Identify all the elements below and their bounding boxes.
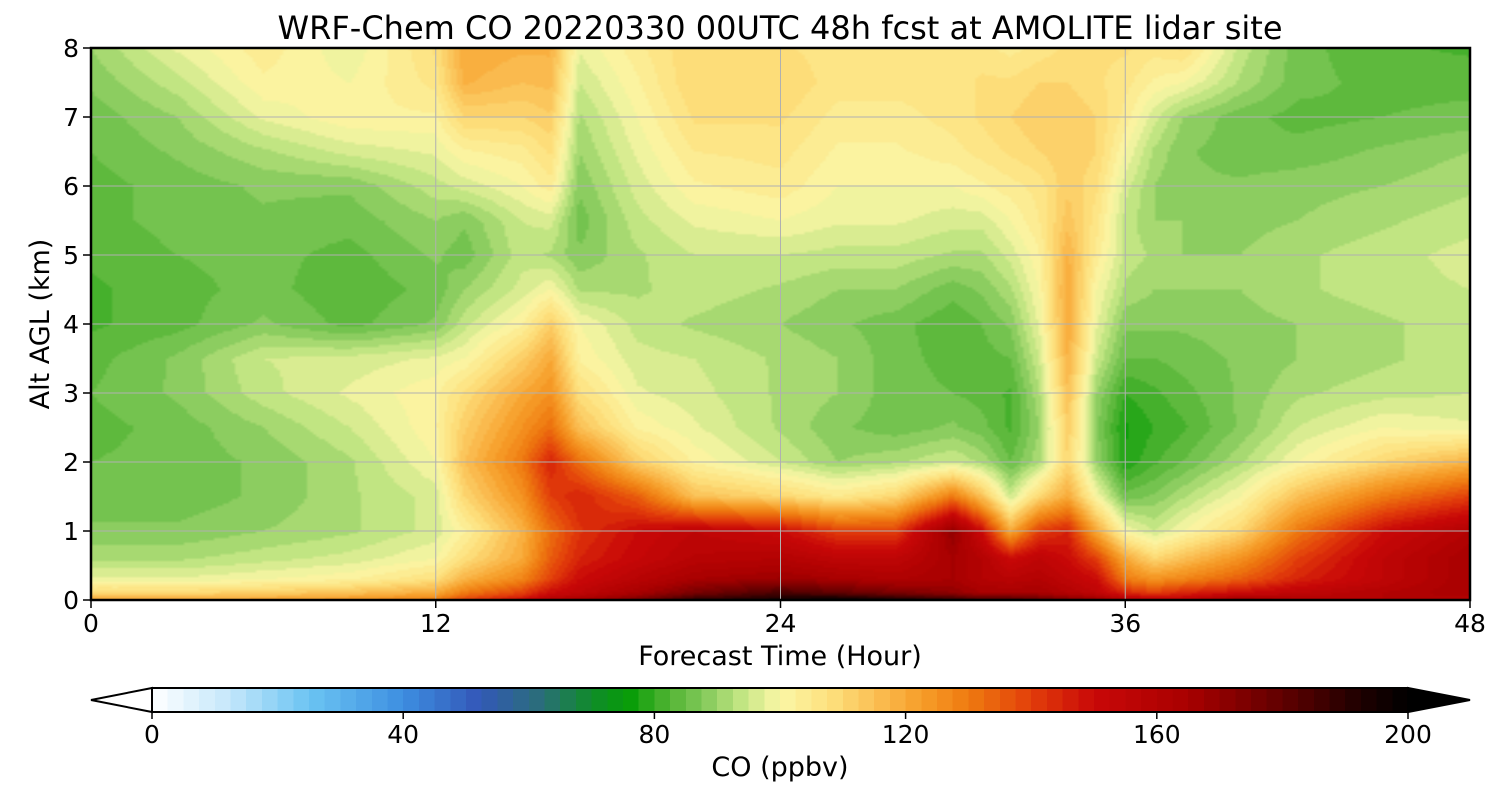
y-axis-label: Alt AGL (km) (25, 239, 56, 410)
chart-title: WRF-Chem CO 20220330 00UTC 48h fcst at A… (277, 9, 1282, 47)
colorbar-frame (151, 687, 1409, 713)
x-tick-label: 0 (83, 609, 99, 638)
y-tick-label: 6 (63, 172, 79, 201)
colorbar-tick-label: 120 (882, 720, 930, 749)
y-tick-label: 4 (63, 310, 79, 339)
x-axis-label: Forecast Time (Hour) (638, 641, 922, 672)
x-tick-label: 24 (765, 609, 797, 638)
colorbar-gradient (152, 688, 1408, 712)
colorbar-label: CO (ppbv) (711, 752, 848, 783)
colorbar: 0 40 80 120 160 200 CO (ppbv) (90, 686, 1471, 783)
gridlines (91, 48, 1470, 600)
y-tick-label: 3 (63, 379, 79, 408)
y-tick-label: 0 (63, 586, 79, 615)
x-axis: 0 12 24 36 48 (83, 600, 1486, 638)
colorbar-low-extension (90, 686, 153, 714)
y-tick-label: 5 (63, 241, 79, 270)
colorbar-high-extension (1407, 686, 1471, 714)
y-axis: 0 1 2 3 4 5 6 7 8 (63, 34, 91, 615)
colorbar-tick-label: 80 (638, 720, 670, 749)
colorbar-tick-label: 160 (1133, 720, 1181, 749)
colorbar-tick-label: 40 (387, 720, 419, 749)
x-tick-label: 36 (1109, 609, 1141, 638)
y-tick-label: 7 (63, 103, 79, 132)
x-tick-label: 48 (1454, 609, 1486, 638)
colorbar-ticks: 0 40 80 120 160 200 (144, 712, 1432, 749)
colorbar-tick-label: 0 (144, 720, 160, 749)
y-tick-label: 1 (63, 517, 79, 546)
y-tick-label: 2 (63, 448, 79, 477)
y-tick-label: 8 (63, 34, 79, 63)
colorbar-tick-label: 200 (1384, 720, 1432, 749)
x-tick-label: 12 (420, 609, 452, 638)
plot-area (89, 46, 1472, 602)
